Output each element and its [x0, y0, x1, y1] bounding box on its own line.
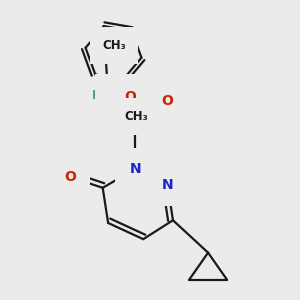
Text: N: N: [109, 88, 121, 102]
Text: CH₃: CH₃: [102, 39, 126, 52]
Text: O: O: [64, 170, 76, 184]
Text: CH₃: CH₃: [125, 110, 148, 123]
Text: O: O: [162, 94, 173, 108]
Text: N: N: [129, 162, 141, 176]
Text: N: N: [162, 178, 173, 192]
Text: H: H: [92, 88, 102, 102]
Text: O: O: [124, 90, 136, 104]
